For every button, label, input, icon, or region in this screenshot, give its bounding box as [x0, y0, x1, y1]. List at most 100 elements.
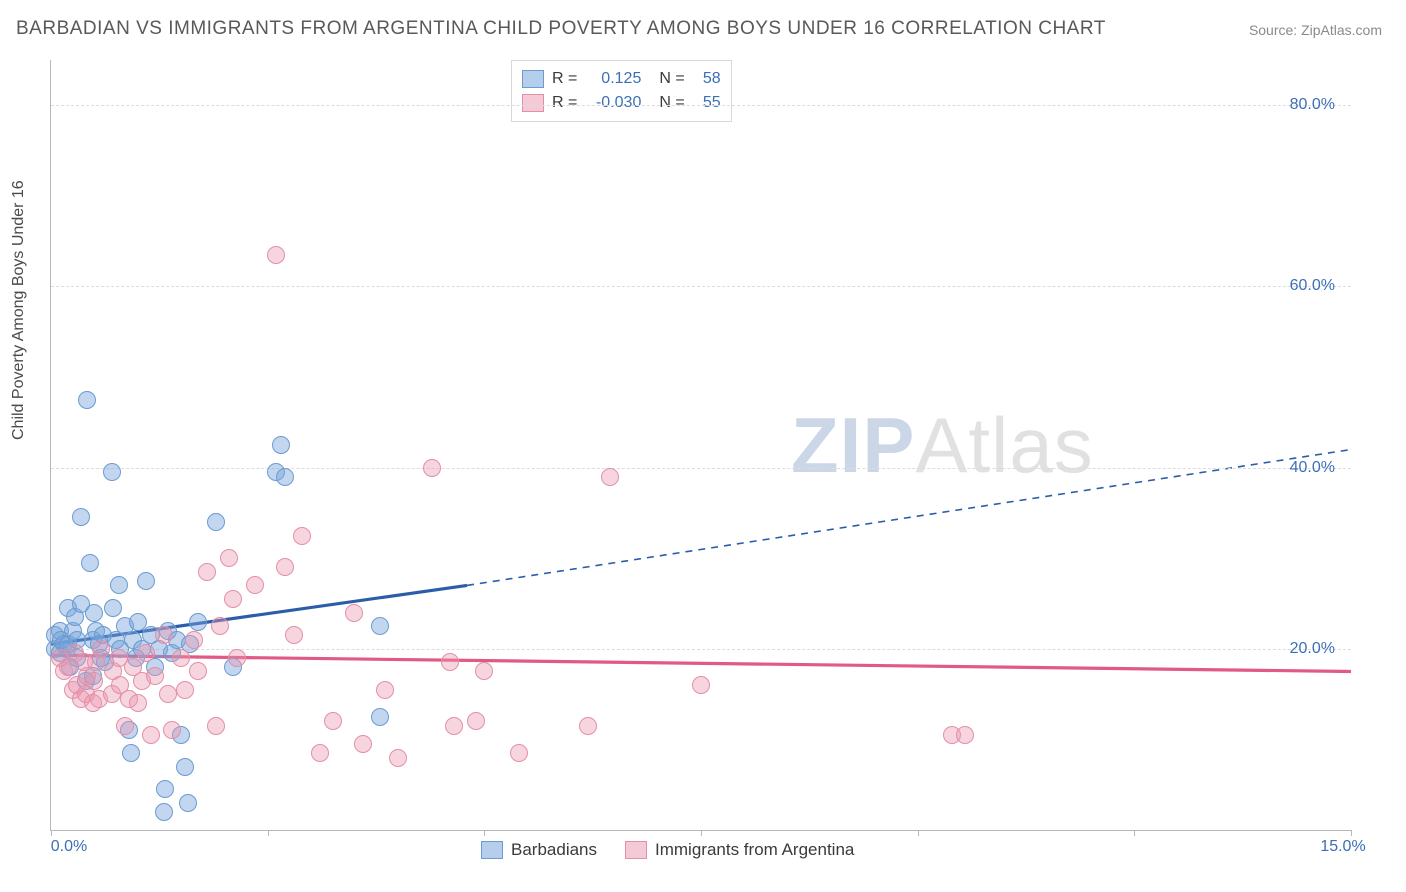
data-point [159, 685, 177, 703]
data-point [285, 626, 303, 644]
legend-series-label: Immigrants from Argentina [655, 840, 854, 860]
data-point [110, 576, 128, 594]
data-point [956, 726, 974, 744]
data-point [85, 672, 103, 690]
data-point [122, 744, 140, 762]
data-point [129, 694, 147, 712]
x-tick [701, 830, 702, 836]
n-label: N = [659, 94, 684, 112]
legend-series-label: Barbadians [511, 840, 597, 860]
x-tick-label: 0.0% [51, 838, 87, 856]
data-point [228, 649, 246, 667]
data-point [155, 626, 173, 644]
source-attribution: Source: ZipAtlas.com [1249, 22, 1382, 38]
data-point [189, 613, 207, 631]
data-point [324, 712, 342, 730]
data-point [207, 717, 225, 735]
y-axis-label: Child Poverty Among Boys Under 16 [10, 180, 28, 440]
data-point [276, 468, 294, 486]
data-point [189, 662, 207, 680]
data-point [198, 563, 216, 581]
data-point [267, 246, 285, 264]
data-point [601, 468, 619, 486]
data-point [389, 749, 407, 767]
data-point [142, 726, 160, 744]
r-label: R = [552, 94, 577, 112]
x-tick [268, 830, 269, 836]
legend-swatch [481, 841, 503, 859]
data-point [579, 717, 597, 735]
n-value: 55 [693, 94, 721, 112]
data-point [155, 803, 173, 821]
data-point [354, 735, 372, 753]
scatter-plot: ZIPAtlas R =0.125N =58R =-0.030N =55 Bar… [50, 60, 1351, 831]
data-point [376, 681, 394, 699]
x-tick [484, 830, 485, 836]
chart-title: BARBADIAN VS IMMIGRANTS FROM ARGENTINA C… [16, 18, 1106, 40]
legend-swatch [522, 70, 544, 88]
data-point [92, 640, 110, 658]
data-point [81, 554, 99, 572]
data-point [475, 662, 493, 680]
data-point [441, 653, 459, 671]
data-point [272, 436, 290, 454]
watermark: ZIPAtlas [791, 400, 1094, 491]
data-point [345, 604, 363, 622]
y-tick-label: 60.0% [1290, 277, 1335, 295]
data-point [467, 712, 485, 730]
legend-series-item: Immigrants from Argentina [625, 840, 854, 860]
data-point [445, 717, 463, 735]
x-tick-label: 15.0% [1320, 838, 1365, 856]
r-label: R = [552, 70, 577, 88]
data-point [103, 463, 121, 481]
data-point [104, 599, 122, 617]
data-point [137, 644, 155, 662]
data-point [116, 717, 134, 735]
data-point [179, 794, 197, 812]
data-point [72, 508, 90, 526]
data-point [207, 513, 225, 531]
y-tick-label: 40.0% [1290, 459, 1335, 477]
n-label: N = [659, 70, 684, 88]
data-point [137, 572, 155, 590]
data-point [371, 617, 389, 635]
data-point [311, 744, 329, 762]
x-tick [51, 830, 52, 836]
correlation-legend: R = 0.125 N = 58 R = -0.030 N = 55 [511, 60, 732, 122]
y-tick-label: 20.0% [1290, 640, 1335, 658]
gridline [51, 468, 1351, 469]
data-point [293, 527, 311, 545]
n-value: 58 [693, 70, 721, 88]
x-tick [1134, 830, 1135, 836]
r-value: -0.030 [585, 94, 641, 112]
gridline [51, 105, 1351, 106]
data-point [692, 676, 710, 694]
legend-swatch [522, 94, 544, 112]
data-point [510, 744, 528, 762]
data-point [185, 631, 203, 649]
data-point [85, 604, 103, 622]
data-point [156, 780, 174, 798]
gridline [51, 286, 1351, 287]
x-tick [1351, 830, 1352, 836]
x-tick [918, 830, 919, 836]
legend-series-item: Barbadians [481, 840, 597, 860]
r-value: 0.125 [585, 70, 641, 88]
data-point [172, 649, 190, 667]
legend-correlation-row: R = -0.030 N = 55 [522, 91, 721, 115]
data-point [163, 721, 181, 739]
data-point [146, 667, 164, 685]
trend-lines [51, 60, 1351, 830]
y-tick-label: 80.0% [1290, 96, 1335, 114]
legend-correlation-row: R = 0.125 N = 58 [522, 67, 721, 91]
series-legend: Barbadians Immigrants from Argentina [481, 840, 854, 860]
data-point [224, 590, 242, 608]
data-point [220, 549, 238, 567]
legend-swatch [625, 841, 647, 859]
data-point [423, 459, 441, 477]
data-point [176, 681, 194, 699]
data-point [276, 558, 294, 576]
data-point [246, 576, 264, 594]
data-point [211, 617, 229, 635]
data-point [176, 758, 194, 776]
